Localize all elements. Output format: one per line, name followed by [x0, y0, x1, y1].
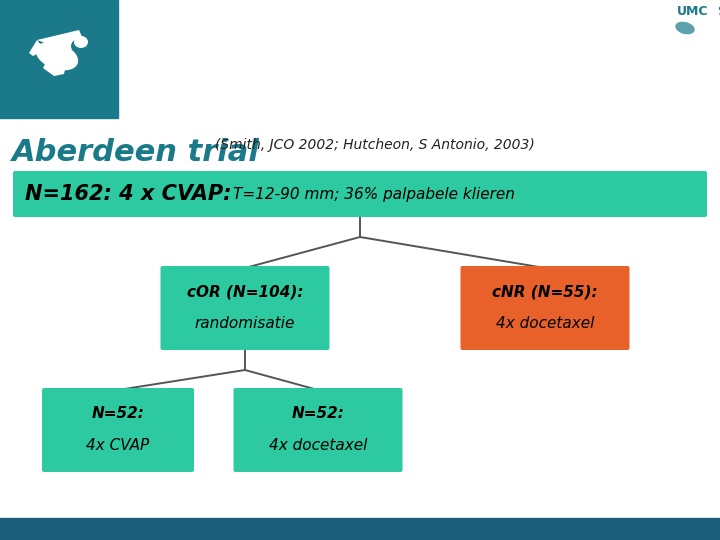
Polygon shape: [29, 40, 45, 56]
Text: cNR (N=55):: cNR (N=55):: [492, 285, 598, 300]
Text: cOR (N=104):: cOR (N=104):: [186, 285, 303, 300]
Ellipse shape: [675, 22, 695, 35]
Text: 4x docetaxel: 4x docetaxel: [269, 438, 367, 454]
Text: N=162: 4 x CVAP:: N=162: 4 x CVAP:: [25, 184, 232, 204]
Text: 4x CVAP: 4x CVAP: [86, 438, 150, 454]
Text: St Radboud: St Radboud: [710, 5, 720, 18]
Polygon shape: [43, 60, 67, 76]
Bar: [0, 518, 720, 540]
Text: 4x docetaxel: 4x docetaxel: [496, 316, 594, 332]
Text: UMC: UMC: [677, 5, 708, 18]
FancyBboxPatch shape: [13, 171, 707, 217]
Bar: [0, 0, 118, 118]
Text: randomisatie: randomisatie: [195, 316, 295, 332]
FancyBboxPatch shape: [233, 388, 402, 472]
Text: T=12-90 mm; 36% palpabele klieren: T=12-90 mm; 36% palpabele klieren: [233, 186, 515, 201]
Ellipse shape: [36, 42, 78, 70]
Polygon shape: [37, 30, 87, 50]
Text: Aberdeen trial: Aberdeen trial: [12, 138, 260, 167]
Ellipse shape: [74, 36, 88, 48]
Text: (Smith, JCO 2002; Hutcheon, S Antonio, 2003): (Smith, JCO 2002; Hutcheon, S Antonio, 2…: [215, 138, 535, 152]
Text: N=52:: N=52:: [91, 407, 145, 422]
FancyBboxPatch shape: [461, 266, 629, 350]
FancyBboxPatch shape: [42, 388, 194, 472]
Text: ✦: ✦: [38, 34, 80, 82]
Text: N=52:: N=52:: [292, 407, 344, 422]
Ellipse shape: [71, 39, 87, 53]
FancyBboxPatch shape: [161, 266, 330, 350]
